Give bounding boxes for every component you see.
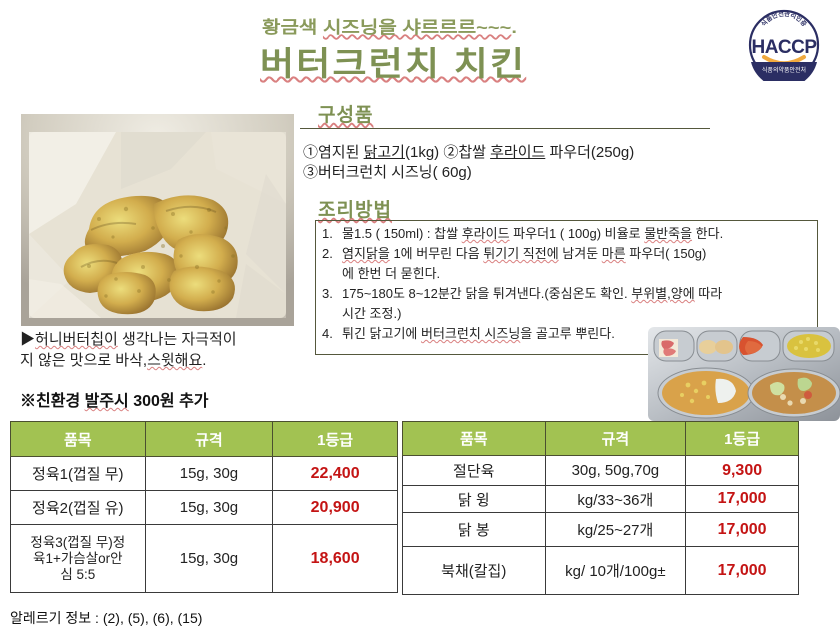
svg-text:HACCP: HACCP: [751, 37, 817, 58]
svg-text:식품의약품안전처: 식품의약품안전처: [762, 66, 806, 74]
